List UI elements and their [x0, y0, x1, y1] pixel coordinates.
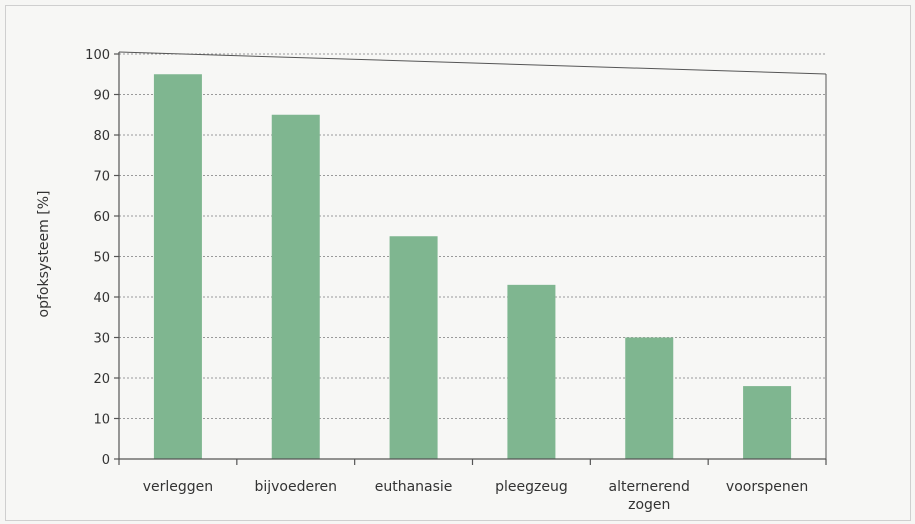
y-tick-label: 10 — [93, 413, 110, 428]
axes-layer — [114, 51, 827, 465]
bar — [389, 236, 438, 459]
grid-layer — [119, 53, 826, 419]
y-tick-label: 40 — [93, 291, 110, 306]
y-tick-label: 50 — [93, 251, 110, 266]
bar — [743, 386, 792, 459]
plot-top-border — [118, 51, 827, 75]
x-category-label: verleggen — [143, 479, 213, 495]
x-category-label: alternerend zogen — [609, 479, 690, 513]
y-tick-label: 80 — [93, 129, 110, 144]
y-tick-label: 20 — [93, 372, 110, 387]
y-tick-label: 70 — [93, 170, 110, 185]
bar — [625, 337, 674, 459]
y-tick-label: 0 — [102, 453, 110, 468]
bar — [153, 74, 202, 459]
y-tick-label: 30 — [93, 332, 110, 347]
x-category-label: euthanasie — [375, 479, 453, 495]
bar-chart: 0 10 20 30 40 50 60 70 80 90 100 verleggen bijvoeder… — [36, 48, 827, 513]
y-axis-title: opfoksysteem [%] — [36, 191, 52, 318]
y-tick-label: 100 — [85, 48, 110, 63]
x-category-label: pleegzeug — [495, 479, 568, 495]
x-category-label: bijvoederen — [254, 479, 337, 495]
y-tick-label: 60 — [93, 210, 110, 225]
bars-layer — [153, 74, 792, 459]
bar — [507, 284, 556, 459]
labels-layer: 0 10 20 30 40 50 60 70 80 90 100 verleggen bijvoeder… — [85, 48, 808, 513]
bar — [271, 114, 320, 459]
x-category-label: voorspenen — [726, 479, 808, 495]
y-tick-label: 90 — [93, 89, 110, 104]
chart-frame: 0 10 20 30 40 50 60 70 80 90 100 verleggen bijvoeder… — [5, 5, 911, 521]
